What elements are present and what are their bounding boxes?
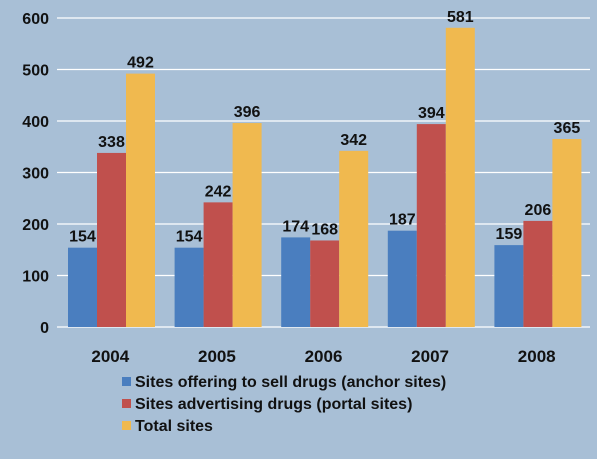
- legend-label: Sites offering to sell drugs (anchor sit…: [135, 374, 446, 391]
- data-label: 174: [282, 218, 309, 235]
- bar: [174, 247, 204, 327]
- x-tick-label: 2007: [411, 347, 449, 366]
- bar: [387, 230, 417, 327]
- bar: [126, 73, 155, 328]
- bars: [68, 27, 582, 328]
- y-tick-label: 100: [22, 269, 49, 286]
- data-labels: 154 338 492 154 242 396 174 168 342 187 394 581 1592…: [69, 9, 580, 246]
- bar: [494, 245, 524, 327]
- bar: [339, 150, 369, 327]
- bar: [203, 202, 233, 327]
- y-tick-label: 200: [22, 217, 49, 234]
- data-label: 342: [340, 132, 367, 149]
- x-tick-label: 2005: [198, 347, 236, 366]
- data-label: 187: [389, 212, 416, 229]
- y-tick-label: 600: [22, 11, 49, 28]
- legend-swatch: [122, 377, 131, 386]
- x-axis-ticks: 2004 2005 2006 2007 2008: [91, 347, 555, 366]
- bar: [416, 124, 446, 327]
- bar: [68, 247, 97, 327]
- bar: [552, 139, 582, 327]
- data-label: 492: [127, 55, 154, 72]
- y-tick-label: 400: [22, 114, 49, 131]
- data-label: 154: [176, 229, 203, 246]
- x-tick-label: 2006: [305, 347, 343, 366]
- data-label: 365: [554, 120, 581, 137]
- legend-label: Sites advertising drugs (portal sites): [135, 396, 412, 413]
- data-label: 394: [418, 105, 445, 122]
- data-label: 581: [447, 9, 474, 26]
- bar: [310, 240, 340, 327]
- bar: [523, 220, 553, 327]
- x-tick-label: 2008: [518, 347, 556, 366]
- data-label: 396: [234, 104, 261, 121]
- y-axis-ticks: 0 100 200 300 400 500 600: [22, 11, 49, 337]
- bar: [97, 152, 126, 327]
- data-label: 154: [69, 229, 96, 246]
- y-tick-label: 0: [40, 320, 49, 337]
- bar: [232, 123, 262, 327]
- data-label: 206: [525, 202, 552, 219]
- data-label: 242: [205, 183, 232, 200]
- bar: [445, 27, 475, 327]
- legend-swatch: [122, 421, 131, 430]
- data-label: 159: [496, 226, 523, 243]
- bar: [281, 237, 311, 327]
- x-tick-label: 2004: [91, 347, 129, 366]
- legend-swatch: [122, 399, 131, 408]
- data-label: 338: [98, 134, 125, 151]
- y-tick-label: 300: [22, 166, 49, 183]
- data-label: 168: [311, 221, 338, 238]
- legend-label: Total sites: [135, 418, 213, 435]
- y-tick-label: 500: [22, 63, 49, 80]
- legend: Sites offering to sell drugs (anchor sit…: [122, 374, 446, 435]
